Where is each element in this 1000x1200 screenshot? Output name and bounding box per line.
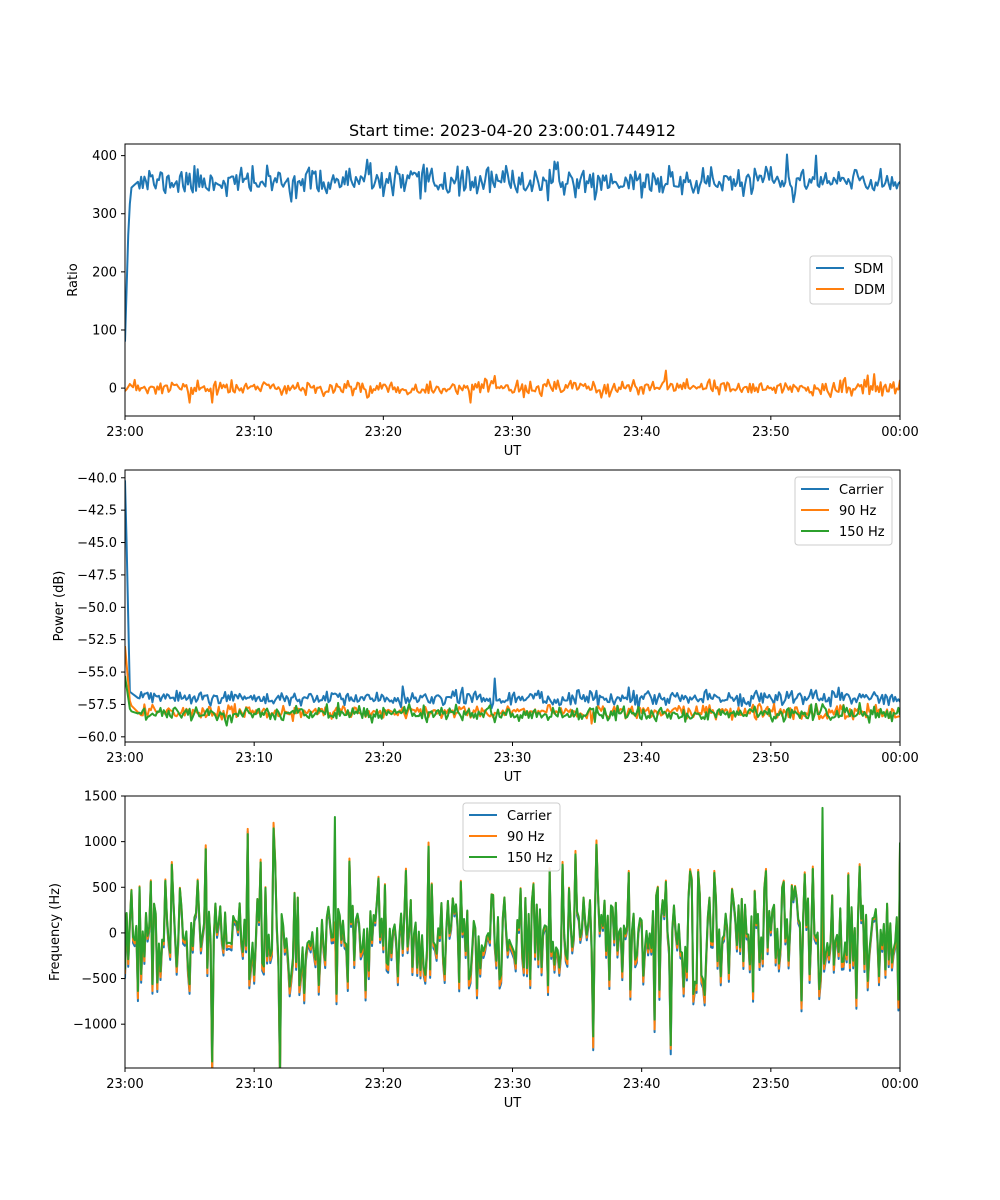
x-tick-label: 23:40	[623, 1077, 660, 1092]
y-tick-label: 300	[92, 207, 117, 222]
y-axis-label: Power (dB)	[52, 571, 67, 642]
subplot-2: 23:00 23:10 23:20 23:30 23:40 23:50 00:00 −60.0…	[52, 469, 919, 785]
legend-label: 150 Hz	[839, 525, 885, 540]
x-tick-label: 00:00	[881, 751, 918, 766]
x-tick-label: 23:20	[365, 751, 402, 766]
y-tick-label: 0	[109, 926, 117, 941]
series-line-ddm	[125, 369, 900, 404]
legend-label: Carrier	[839, 483, 884, 498]
legend: Carrier 90 Hz 150 Hz	[794, 476, 893, 546]
x-tick-label: 23:10	[235, 1077, 272, 1092]
x-tick-label: 23:30	[494, 425, 531, 440]
legend-label: 150 Hz	[507, 851, 553, 866]
legend-label: 90 Hz	[839, 504, 876, 519]
y-axis-label: Ratio	[66, 263, 81, 296]
legend-box	[462, 802, 561, 872]
y-tick-label: 200	[92, 265, 117, 280]
x-tick-label: 23:20	[365, 425, 402, 440]
x-tick-label: 23:10	[235, 425, 272, 440]
y-tick-label: −55.0	[77, 666, 117, 681]
x-tick-label: 23:00	[106, 751, 143, 766]
x-tick-label: 23:40	[623, 425, 660, 440]
legend: SDM DDM	[809, 255, 893, 305]
y-tick-label: 400	[92, 149, 117, 164]
x-axis-label: UT	[504, 770, 522, 785]
x-tick-label: 23:50	[752, 425, 789, 440]
y-tick-label: −57.5	[77, 698, 117, 713]
x-tick-label: 23:50	[752, 1077, 789, 1092]
subplot-3: 23:00 23:10 23:20 23:30 23:40 23:50 00:00 −1000…	[48, 790, 919, 1112]
x-axis-label: UT	[504, 1096, 522, 1111]
subplot-1: 23:00 23:10 23:20 23:30 23:40 23:50 00:00 0 100 2…	[66, 143, 919, 459]
x-tick-label: 00:00	[881, 425, 918, 440]
y-tick-label: 1500	[84, 790, 117, 805]
y-tick-label: 500	[92, 881, 117, 896]
series-line-sdm	[125, 153, 900, 342]
y-tick-label: −42.5	[77, 504, 117, 519]
y-tick-label: −40.0	[77, 471, 117, 486]
y-tick-label: −500	[81, 972, 117, 987]
x-tick-label: 23:40	[623, 751, 660, 766]
x-tick-label: 23:30	[494, 751, 531, 766]
y-tick-label: −45.0	[77, 536, 117, 551]
x-tick-label: 23:10	[235, 751, 272, 766]
y-tick-label: −1000	[73, 1018, 117, 1033]
legend: Carrier 90 Hz 150 Hz	[462, 802, 561, 872]
subplots: 23:00 23:10 23:20 23:30 23:40 23:50 00:00 0 100 2…	[48, 143, 919, 1112]
y-tick-label: 100	[92, 323, 117, 338]
y-tick-label: 0	[109, 382, 117, 397]
x-tick-label: 23:50	[752, 751, 789, 766]
legend-label: 90 Hz	[507, 830, 544, 845]
x-tick-label: 23:30	[494, 1077, 531, 1092]
y-tick-label: 1000	[84, 835, 117, 850]
y-axis-label: Frequency (Hz)	[48, 883, 63, 981]
x-tick-label: 23:20	[365, 1077, 402, 1092]
chart-title: Start time: 2023-04-20 23:00:01.744912	[349, 121, 676, 140]
x-tick-label: 23:00	[106, 1077, 143, 1092]
legend-label: Carrier	[507, 809, 552, 824]
legend-box	[794, 476, 893, 546]
x-tick-label: 00:00	[881, 1077, 918, 1092]
legend-label: SDM	[854, 262, 883, 277]
series-line-150-hz	[125, 806, 900, 1068]
y-tick-label: −50.0	[77, 601, 117, 616]
x-tick-label: 23:00	[106, 425, 143, 440]
legend-label: DDM	[854, 283, 885, 298]
series-line-150-hz	[125, 675, 900, 727]
x-axis-label: UT	[504, 444, 522, 459]
y-tick-label: −60.0	[77, 730, 117, 745]
series-line-90-hz	[125, 821, 900, 1068]
y-tick-label: −47.5	[77, 568, 117, 583]
y-tick-label: −52.5	[77, 633, 117, 648]
series-line-carrier	[125, 480, 900, 711]
